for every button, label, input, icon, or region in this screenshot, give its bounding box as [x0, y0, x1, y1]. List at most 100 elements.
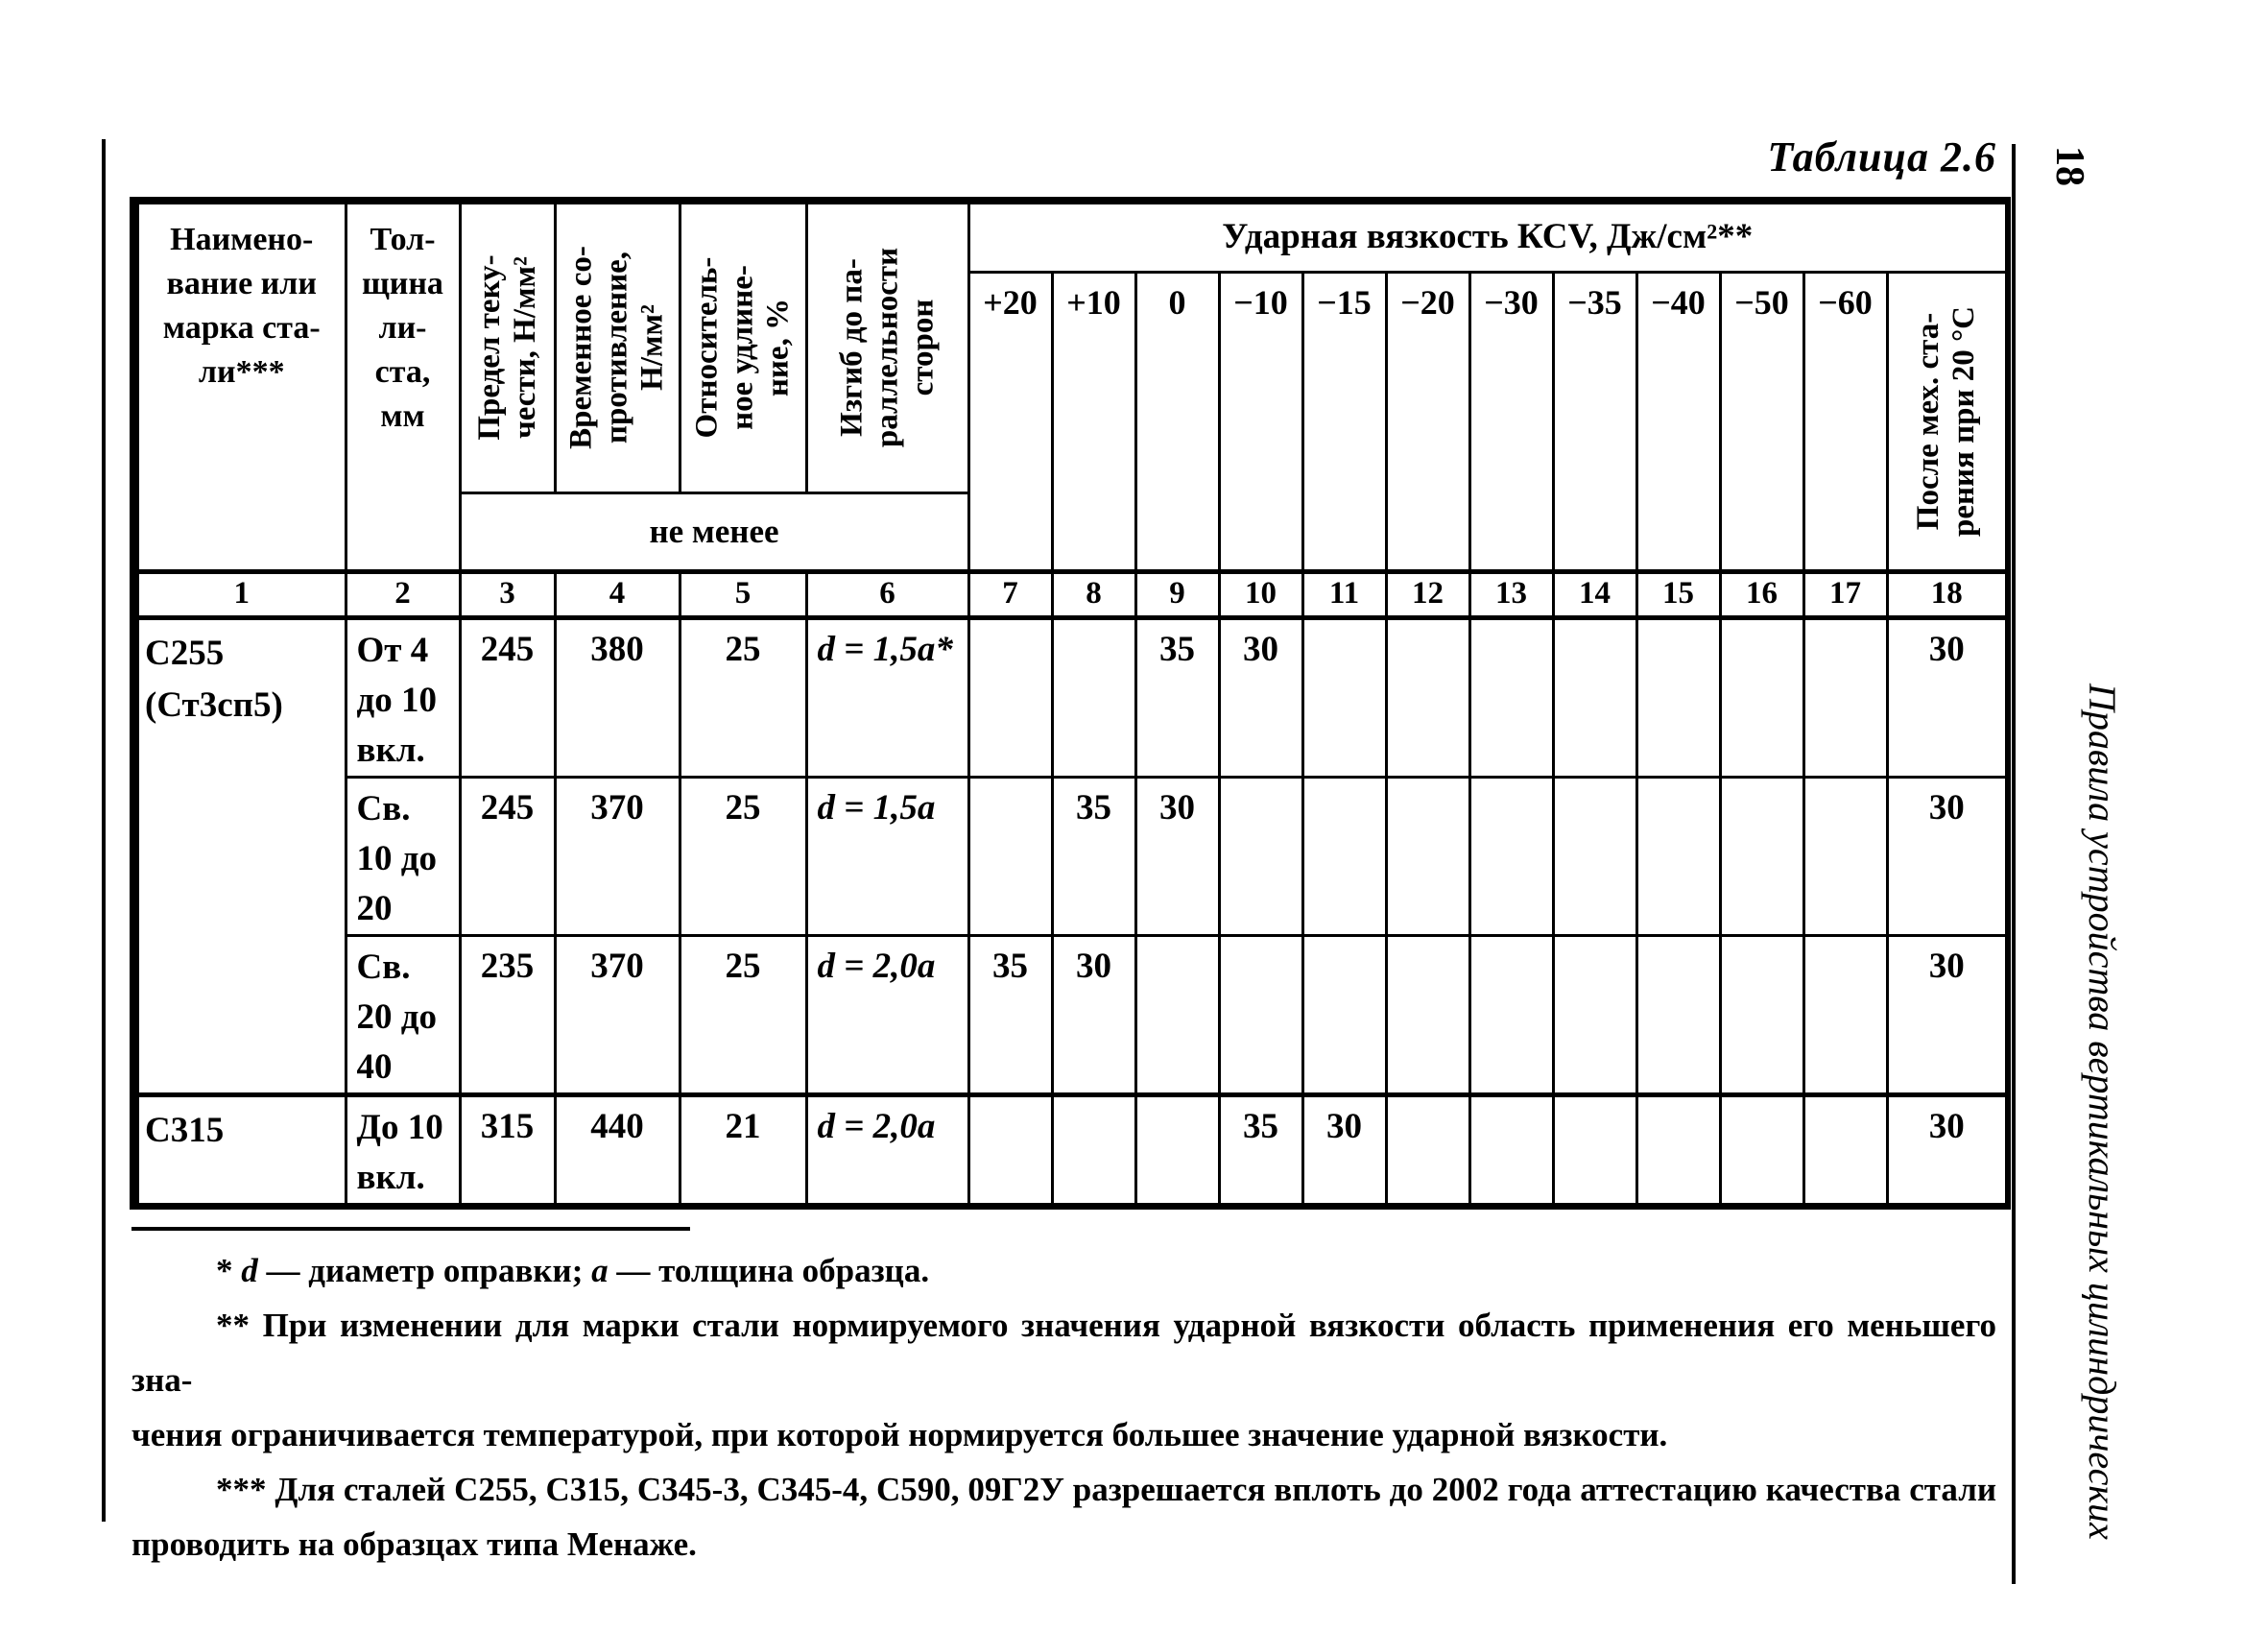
column-number: 12: [1384, 568, 1471, 620]
thickness-line: до 10: [356, 680, 437, 720]
header-line: Временное со-: [563, 246, 599, 450]
column-number: 16: [1718, 568, 1805, 620]
aged-value: 30: [1885, 615, 2007, 779]
kcv-value: [1384, 1092, 1471, 1204]
header-line: противление,: [599, 252, 634, 444]
column-number: 6: [804, 568, 970, 620]
kcv-value: [1384, 615, 1471, 779]
kcv-value: [1468, 615, 1555, 779]
header-line: ние, %: [760, 299, 796, 397]
kcv-value: [1301, 933, 1388, 1096]
kcv-value: [1718, 615, 1805, 779]
yield-value: 315: [458, 1092, 557, 1204]
header-line: Тол-: [370, 222, 436, 257]
steel-properties-table: Наимено- вание или марка ста- ли*** Тол-…: [130, 197, 2012, 1210]
header-line: После мех. ста-: [1911, 312, 1946, 530]
kcv-value: [1217, 775, 1304, 937]
footnote-1: * d — диаметр оправки; а — толщина образ…: [131, 1243, 1996, 1298]
footnote-3-line-2: проводить на образцах типа Менаже.: [131, 1525, 697, 1563]
header-line: чести, Н/мм²: [507, 256, 542, 440]
aged-value: 30: [1885, 1092, 2007, 1204]
kcv-value: [1134, 933, 1221, 1096]
tensile-value: 370: [553, 775, 681, 937]
thickness-line: 20 до: [356, 996, 437, 1037]
header-line: марка ста-: [162, 310, 321, 346]
thickness-cell: Св. 10 до 20: [344, 775, 462, 937]
kcv-value: [1050, 615, 1137, 779]
header-temp: −15: [1301, 270, 1388, 573]
yield-value: 245: [458, 615, 557, 779]
footnote-symbol-d: d: [241, 1252, 258, 1289]
header-line: Изгиб до па-: [834, 258, 869, 438]
footnote-symbol-a: а: [591, 1252, 609, 1289]
kcv-value: [1384, 933, 1471, 1096]
header-line: вание или: [166, 266, 317, 301]
kcv-value: [1802, 1092, 1889, 1204]
aged-value: 30: [1885, 775, 2007, 937]
kcv-value: [967, 615, 1054, 779]
footnote-2-line-1: ** При изменении для марки стали нормиру…: [131, 1307, 1996, 1399]
kcv-value: [1635, 1092, 1722, 1204]
column-number: 3: [458, 568, 557, 620]
header-line: сторон: [905, 299, 940, 396]
thickness-line: От 4: [356, 630, 429, 670]
bend-value: d = 2,0a: [804, 1092, 970, 1204]
header-temp: +10: [1050, 270, 1137, 573]
elongation-value: 25: [678, 615, 808, 779]
kcv-value: 30: [1217, 615, 1304, 779]
vertical-text: Изгиб до па- раллельности сторон: [834, 248, 941, 447]
kcv-value: [1551, 933, 1638, 1096]
header-grade: Наимено- вание или марка ста- ли***: [137, 203, 347, 573]
column-number: 9: [1134, 568, 1221, 620]
thickness-line: 40: [356, 1046, 393, 1087]
kcv-value: [1635, 775, 1722, 937]
bend-value: d = 1,5a*: [804, 615, 970, 779]
header-temp: +20: [967, 270, 1054, 573]
page-number: 18: [2047, 146, 2091, 186]
header-line: Наимено-: [170, 222, 314, 257]
kcv-value: [1468, 1092, 1555, 1204]
kcv-value: [1718, 933, 1805, 1096]
header-temp: −35: [1551, 270, 1638, 573]
kcv-value: 30: [1134, 775, 1221, 937]
elongation-value: 25: [678, 775, 808, 937]
footnotes: * d — диаметр оправки; а — толщина образ…: [131, 1243, 1996, 1572]
thickness-line: вкл.: [356, 730, 425, 770]
header-temp: −60: [1802, 270, 1889, 573]
header-elongation: Относитель- ное удлине- ние, %: [678, 203, 808, 494]
header-thickness: Тол- щина ли- ста, мм: [344, 203, 462, 573]
kcv-value: [1551, 615, 1638, 779]
page-border-left: [102, 139, 106, 1522]
yield-value: 245: [458, 775, 557, 937]
column-number: 14: [1551, 568, 1638, 620]
kcv-value: [967, 1092, 1054, 1204]
tensile-value: 380: [553, 615, 681, 779]
thickness-cell: До 10 вкл.: [344, 1092, 462, 1204]
kcv-value: 35: [967, 933, 1054, 1096]
header-line: ли-: [378, 310, 427, 346]
thickness-cell: Св. 20 до 40: [344, 933, 462, 1096]
kcv-value: [1050, 1092, 1137, 1204]
tensile-value: 440: [553, 1092, 681, 1204]
kcv-value: [1802, 615, 1889, 779]
column-number: 17: [1802, 568, 1889, 620]
kcv-value: [1468, 933, 1555, 1096]
kcv-value: [1301, 615, 1388, 779]
vertical-text: Предел теку- чести, Н/мм²: [472, 255, 543, 441]
kcv-value: [1802, 775, 1889, 937]
header-line: раллельности: [870, 248, 904, 448]
grade-cell: С315: [137, 1092, 347, 1204]
vertical-text: После мех. ста- рения при 20 °С: [1911, 305, 1982, 536]
footnote-2-line-2: чения ограничивается температурой, при к…: [131, 1416, 1668, 1453]
kcv-value: [1217, 933, 1304, 1096]
kcv-value: 30: [1301, 1092, 1388, 1204]
header-temp: −10: [1217, 270, 1304, 573]
yield-value: 235: [458, 933, 557, 1096]
tensile-value: 370: [553, 933, 681, 1096]
kcv-value: [1802, 933, 1889, 1096]
kcv-value: 35: [1050, 775, 1137, 937]
column-number: 10: [1217, 568, 1304, 620]
kcv-value: [1635, 933, 1722, 1096]
header-line: щина: [362, 266, 443, 301]
